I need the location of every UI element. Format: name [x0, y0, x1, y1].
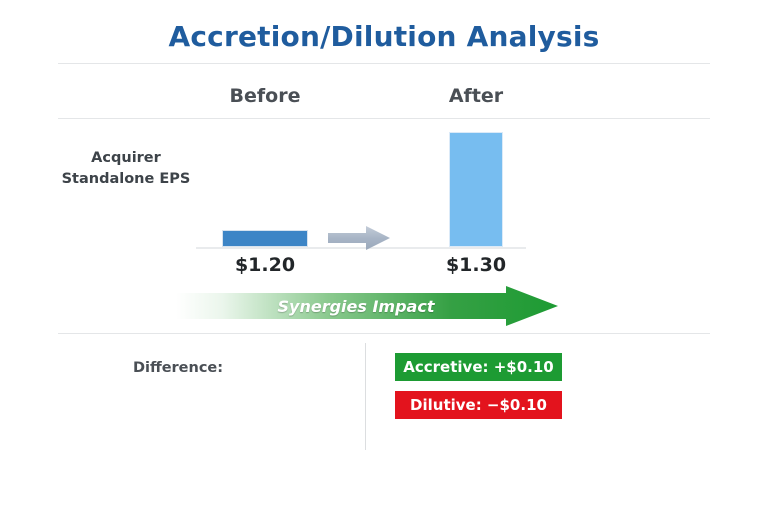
right-arrow-icon [328, 226, 390, 250]
chart-baseline [196, 247, 526, 249]
bar-after [449, 132, 503, 247]
bar-value-before: $1.20 [234, 254, 296, 276]
row-label-line1: Acquirer [91, 150, 161, 166]
bar-before [222, 230, 308, 247]
bar-value-after: $1.30 [445, 254, 507, 276]
gradient-right-arrow-icon [176, 286, 558, 326]
status-badge-dilutive: Dilutive: −$0.10 [395, 391, 562, 419]
row-label-line2: Standalone EPS [61, 171, 191, 188]
column-header-after: After [448, 85, 504, 107]
difference-label: Difference: [132, 360, 224, 376]
divider-top [58, 63, 710, 64]
status-badge-accretive: Accretive: +$0.10 [395, 353, 562, 381]
divider-header [58, 118, 710, 119]
divider-bottom [58, 333, 710, 334]
page-title: Accretion/Dilution Analysis [168, 20, 600, 53]
column-header-before: Before [229, 85, 301, 107]
difference-divider [365, 343, 366, 450]
row-label-acquirer-standalone-eps: Acquirer Standalone EPS [40, 148, 212, 190]
